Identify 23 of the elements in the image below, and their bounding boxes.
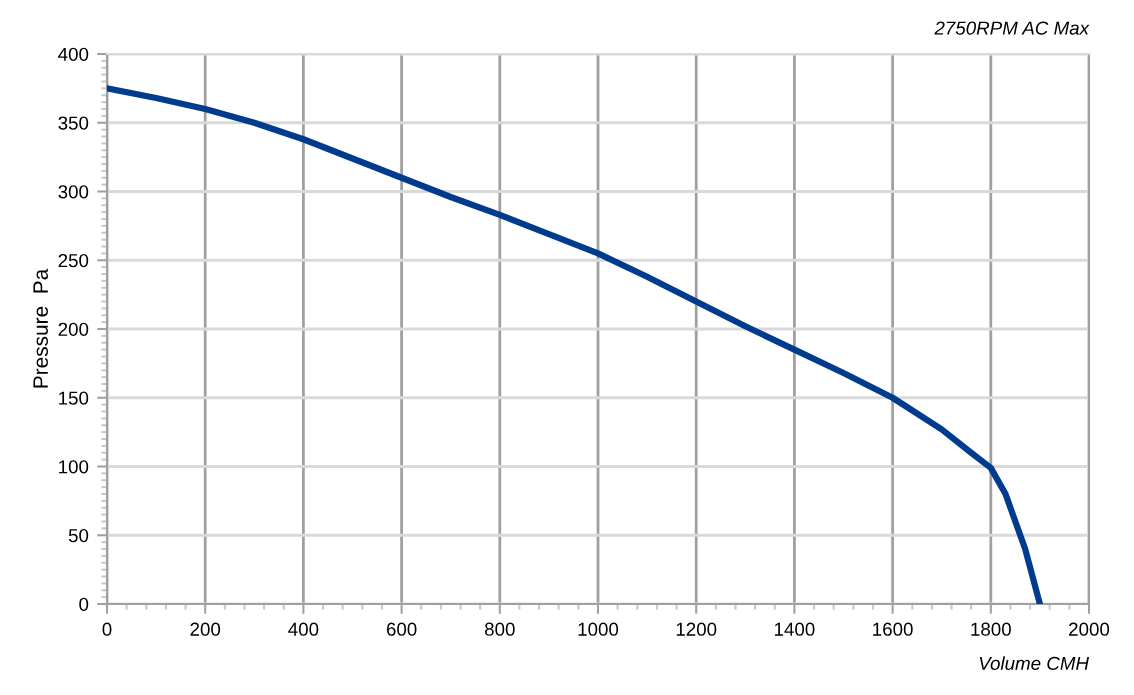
x-tick-label: 1400 bbox=[774, 622, 815, 636]
y-tick-label: 150 bbox=[59, 391, 89, 405]
x-tick-label: 1200 bbox=[676, 622, 717, 636]
x-tick-label: 2000 bbox=[1069, 622, 1110, 636]
y-tick-label: 350 bbox=[58, 116, 89, 130]
y-axis-title: Pressure Pa bbox=[33, 268, 48, 388]
x-tick-label: 1800 bbox=[971, 622, 1011, 636]
x-tick-label: 0 bbox=[102, 622, 112, 636]
y-tick-label: 100 bbox=[59, 460, 89, 474]
y-tick-label: 400 bbox=[58, 47, 89, 61]
y-tick-label: 50 bbox=[68, 528, 89, 543]
y-tick-label: 250 bbox=[58, 253, 89, 268]
x-tick-label: 200 bbox=[190, 622, 221, 636]
x-tick-label: 1600 bbox=[873, 622, 913, 636]
y-tick-label: 300 bbox=[58, 185, 89, 199]
chart-title: 2750RPM AC Max bbox=[934, 21, 1090, 35]
x-axis-title: Volume CMH bbox=[979, 656, 1090, 670]
x-tick-label: 800 bbox=[484, 622, 515, 636]
x-tick-label: 1000 bbox=[578, 622, 619, 636]
x-tick-label: 600 bbox=[386, 622, 417, 636]
x-tick-label: 400 bbox=[288, 622, 319, 636]
y-tick-label: 0 bbox=[79, 597, 89, 611]
y-tick-label: 200 bbox=[58, 322, 89, 336]
